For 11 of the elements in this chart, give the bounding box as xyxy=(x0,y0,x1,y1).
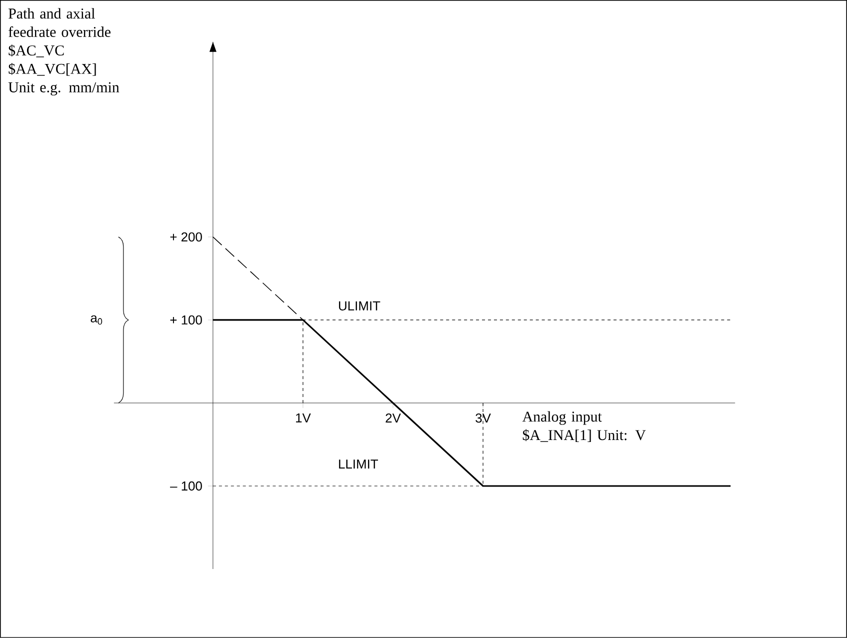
ref-line-label: ULIMIT xyxy=(339,301,380,310)
y-tick-label: + 100 xyxy=(170,315,202,325)
x-axis-title: Analog input $A_INA[1] Unit: V xyxy=(522,411,646,442)
x-tick-label: 3V xyxy=(476,414,491,423)
text: a$_{0}$ xyxy=(90,315,102,325)
y-tick-label: – 100 xyxy=(170,481,202,491)
x-tick-label: 2V xyxy=(386,414,401,423)
ref-line-label: LLIMIT xyxy=(339,460,378,469)
y-tick-label: + 200 xyxy=(170,232,202,242)
y-axis-title: Path and axial feedrate override $AC_VC $AA_VC[AX] Unit e.g. mm/min xyxy=(8,8,120,96)
x-tick-label: 1V xyxy=(296,414,311,422)
